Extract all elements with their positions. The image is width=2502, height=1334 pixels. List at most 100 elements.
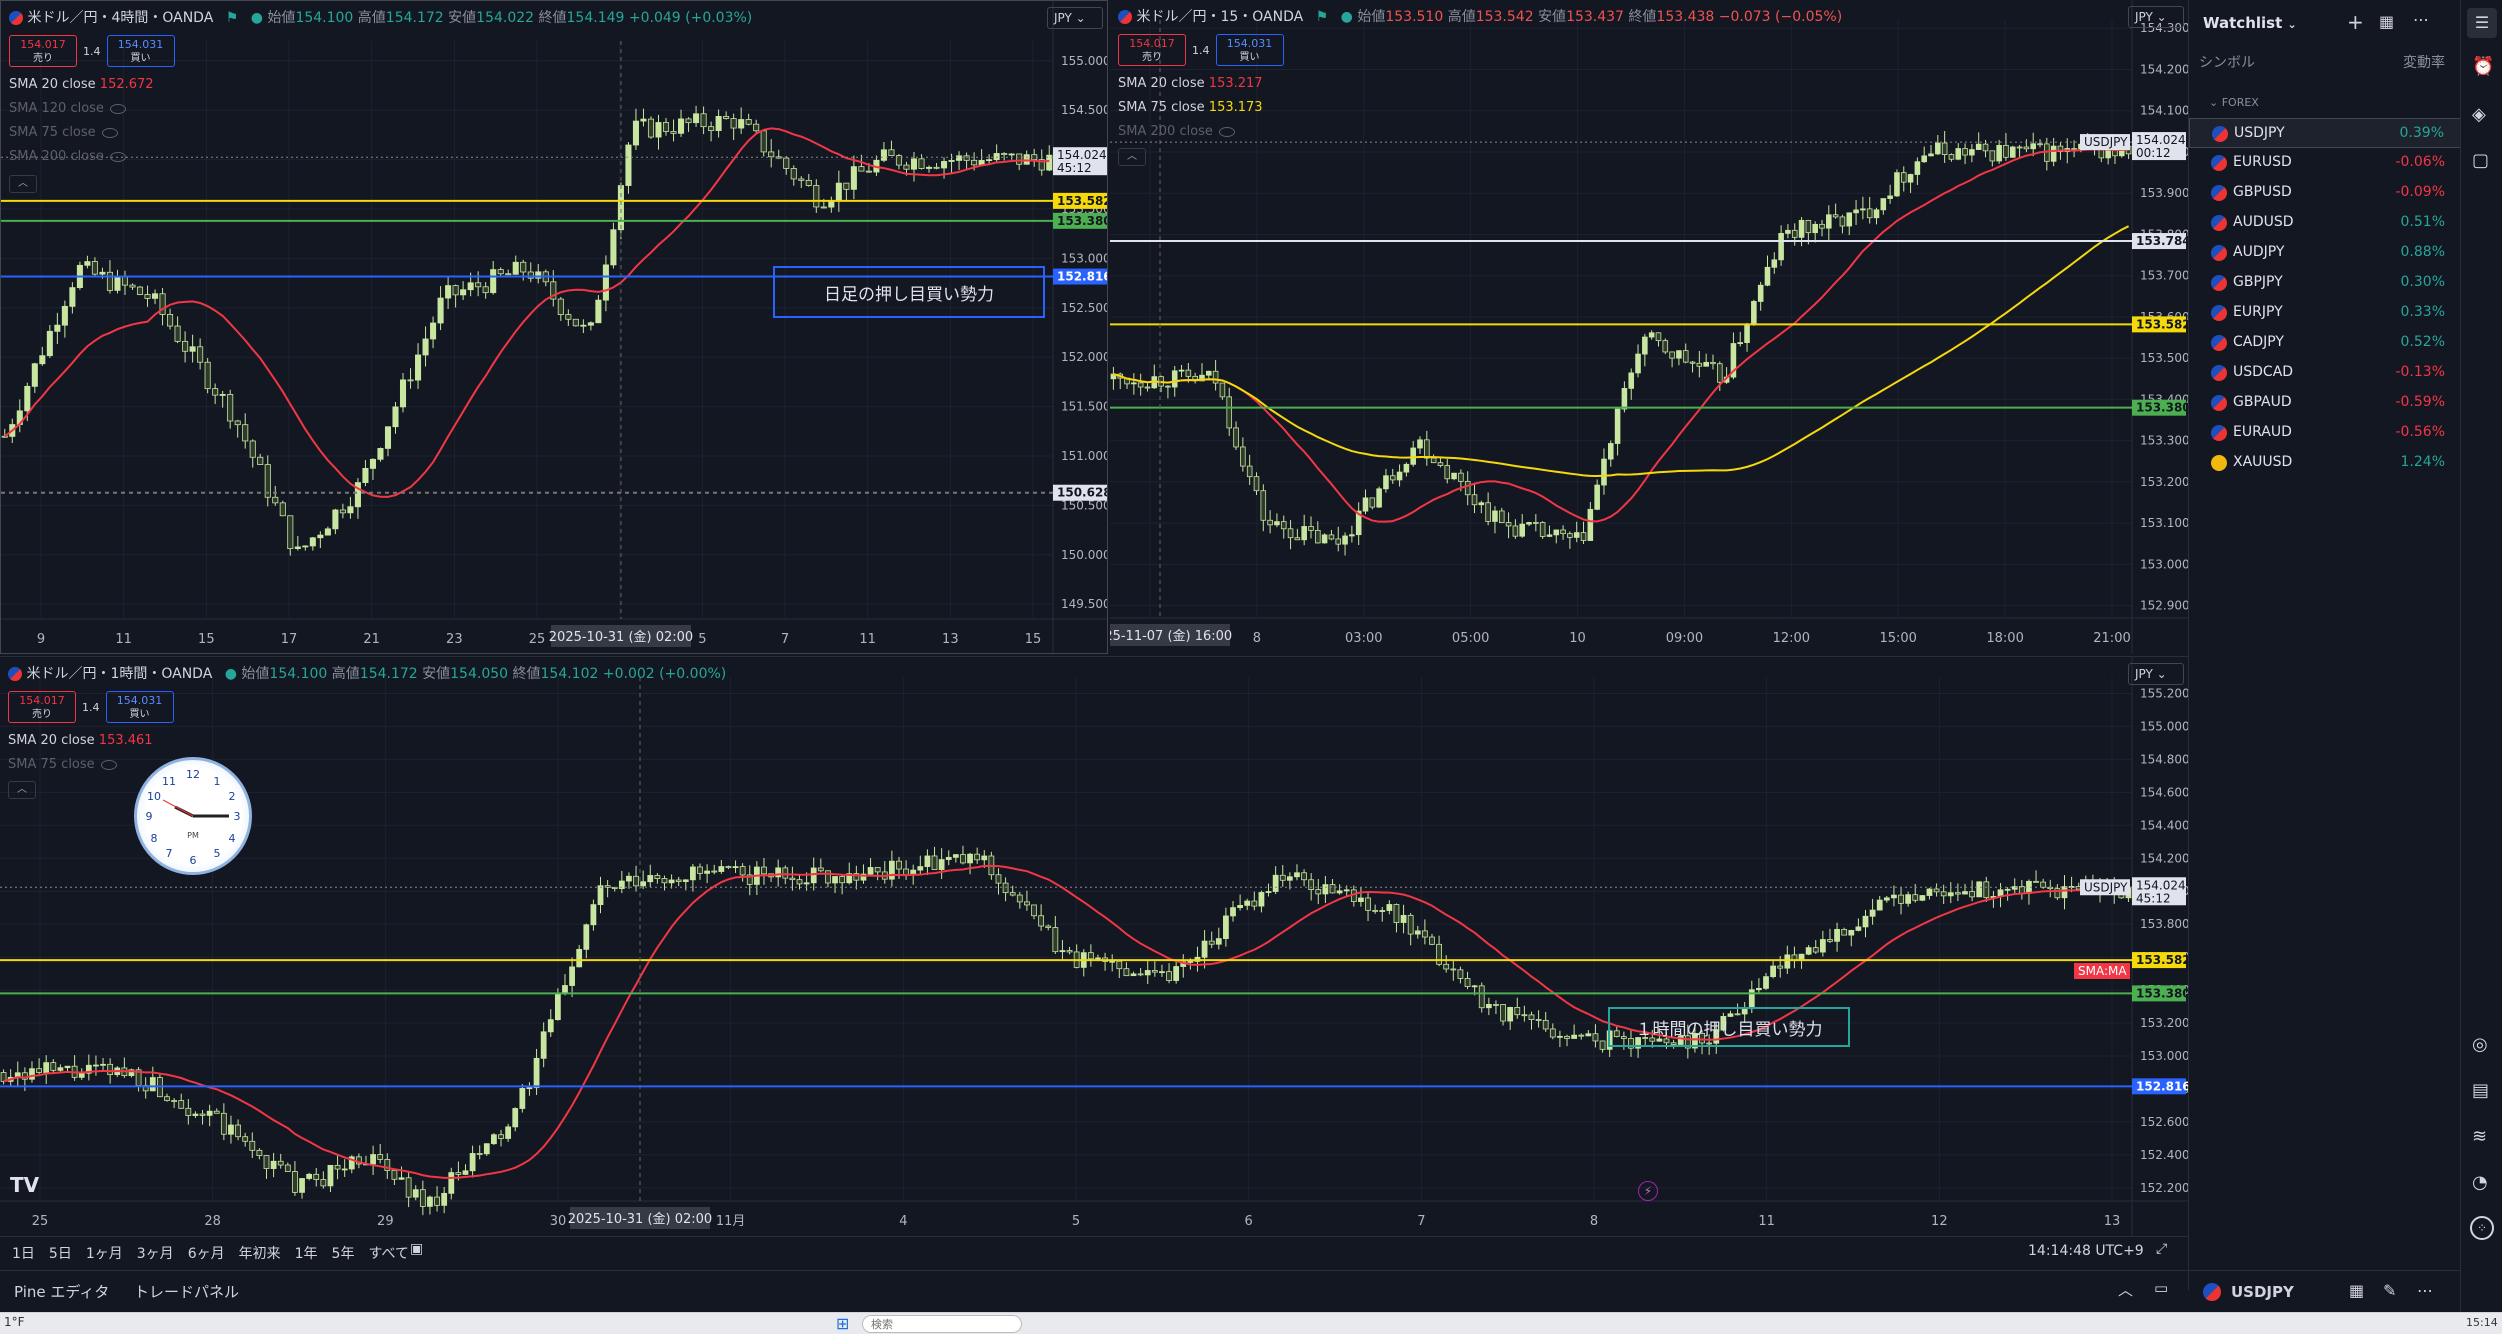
currency-select[interactable]: JPY ⌄ — [1047, 7, 1103, 29]
timeframe-6[interactable]: 1年 — [294, 1246, 318, 1262]
indicator-sma200[interactable]: SMA 200 close — [1118, 124, 1235, 139]
eye-icon[interactable] — [1218, 126, 1235, 137]
alarm-icon[interactable]: ⏰ — [2472, 56, 2495, 77]
target-icon[interactable]: ◎ — [2472, 1034, 2488, 1055]
timeframe-0[interactable]: 1日 — [12, 1246, 35, 1262]
watchlist-row-xauusd[interactable]: XAUUSD 1.24% — [2189, 448, 2461, 478]
collapse-legend-button[interactable]: ︿ — [9, 175, 37, 193]
indicator-sma75[interactable]: SMA 75 close 153.173 — [1118, 100, 1263, 115]
edit-icon[interactable]: ✎ — [2383, 1281, 2397, 1300]
chart-canvas-4h[interactable]: 155.000154.500154.000153.500153.000152.5… — [1, 1, 1108, 654]
tab-trade-panel[interactable]: トレードパネル — [134, 1283, 240, 1301]
indicator-sma20[interactable]: SMA 20 close 153.461 — [8, 733, 153, 748]
watchlist-row-eurjpy[interactable]: EURJPY 0.33% — [2189, 298, 2461, 328]
candle-body — [1212, 370, 1219, 384]
watchlist-icon[interactable]: ☰ — [2467, 8, 2497, 38]
watchlist-row-gbpjpy[interactable]: GBPJPY 0.30% — [2189, 268, 2461, 298]
sell-button[interactable]: 154.017 売り — [8, 691, 76, 723]
indicator-sma20[interactable]: SMA 20 close 153.217 — [1118, 76, 1263, 91]
symbol-title[interactable]: 米ドル／円・15・OANDA — [1136, 9, 1304, 25]
watchlist-row-eurusd[interactable]: EURUSD -0.06% — [2189, 148, 2461, 178]
maximize-icon[interactable]: ▭ — [2154, 1279, 2169, 1297]
fullscreen-icon[interactable]: ⤢ — [2156, 1241, 2168, 1257]
sell-button[interactable]: 154.017 売り — [9, 35, 77, 67]
candle-body — [1635, 1037, 1641, 1049]
more-icon[interactable]: ⋯ — [2417, 1281, 2433, 1300]
start-icon[interactable]: ⊞ — [836, 1314, 850, 1333]
timeframe-4[interactable]: 6ヶ月 — [187, 1246, 225, 1262]
indicator-sma20[interactable]: SMA 20 close 152.672 — [9, 77, 154, 92]
grid-icon[interactable]: ▦ — [2349, 1281, 2365, 1300]
bell-icon[interactable]: ◔ — [2472, 1172, 2488, 1193]
currency-select[interactable]: JPY ⌄ — [2128, 6, 2184, 28]
taskbar-time[interactable]: 15:14 — [2466, 1316, 2498, 1329]
symbol-title[interactable]: 米ドル／円・1時間・OANDA — [26, 666, 213, 682]
timeframe-5[interactable]: 年初来 — [238, 1246, 281, 1262]
watchlist-row-cadjpy[interactable]: CADJPY 0.52% — [2189, 328, 2461, 358]
taskbar-search-input[interactable] — [862, 1315, 1022, 1333]
candle-body — [1689, 361, 1696, 364]
chart-canvas-15m[interactable]: 154.300154.200154.100154.000153.900153.8… — [1110, 0, 2188, 654]
eye-icon[interactable] — [109, 103, 126, 114]
chevron-down-icon[interactable]: ⌄ — [2287, 18, 2297, 31]
chart-pane-1h[interactable]: 155.200 155.000 154.800 154.600 154.400 154.2… — [0, 656, 2188, 1236]
column-symbol[interactable]: シンボル — [2199, 55, 2255, 71]
indicator-sma200[interactable]: SMA 200 close — [9, 149, 126, 164]
weather-text[interactable]: 1°F — [4, 1315, 25, 1329]
candle-body — [1519, 523, 1525, 537]
eye-icon[interactable] — [109, 151, 126, 162]
watchlist-row-usdjpy[interactable]: USDJPY 0.39% — [2189, 118, 2461, 148]
calendar-icon[interactable]: ▤ — [2472, 1080, 2490, 1101]
watchlist-row-gbpaud[interactable]: GBPAUD -0.59% — [2189, 388, 2461, 418]
currency-select[interactable]: JPY ⌄ — [2128, 663, 2184, 685]
timeframe-7[interactable]: 5年 — [331, 1246, 355, 1262]
timeframe-3[interactable]: 3ヶ月 — [136, 1246, 174, 1262]
watchlist-group[interactable]: ⌄ FOREX — [2209, 96, 2259, 109]
chat-icon[interactable]: ▢ — [2472, 150, 2490, 171]
lightning-icon[interactable]: ⚡ — [1638, 1181, 1658, 1201]
watchlist-row-audjpy[interactable]: AUDJPY 0.88% — [2189, 238, 2461, 268]
indicator-sma75[interactable]: SMA 75 close — [8, 757, 117, 772]
rss-icon[interactable]: ≋ — [2472, 1126, 2488, 1147]
collapse-legend-button[interactable]: ︿ — [8, 781, 36, 799]
buy-button[interactable]: 154.031 買い — [106, 35, 175, 67]
watchlist-row-usdcad[interactable]: USDCAD -0.13% — [2189, 358, 2461, 388]
collapse-legend-button[interactable]: ︿ — [1118, 148, 1146, 166]
buy-button[interactable]: 154.031 買い — [105, 691, 174, 723]
x-tick-label: 5 — [698, 632, 706, 647]
timeframe-1[interactable]: 5日 — [48, 1246, 72, 1262]
utc-clock[interactable]: 14:14:48 UTC+9 — [2028, 1243, 2144, 1259]
sell-button[interactable]: 154.017 売り — [1118, 34, 1186, 66]
flag-icon[interactable]: ⚑ — [1315, 9, 1329, 25]
footer-symbol[interactable]: USDJPY — [2231, 1283, 2294, 1301]
layout-icon[interactable]: ▦ — [2379, 12, 2395, 31]
watchlist-row-audusd[interactable]: AUDUSD 0.51% — [2189, 208, 2461, 238]
column-change[interactable]: 変動率 — [2403, 55, 2445, 71]
calendar-icon[interactable]: ▣ — [410, 1241, 424, 1257]
apps-icon[interactable]: ⁘ — [2470, 1216, 2494, 1240]
symbol-title[interactable]: 米ドル／円・4時間・OANDA — [27, 10, 214, 26]
layers-icon[interactable]: ◈ — [2472, 104, 2486, 125]
eye-icon[interactable] — [100, 759, 117, 770]
watchlist-row-euraud[interactable]: EURAUD -0.56% — [2189, 418, 2461, 448]
buy-button[interactable]: 154.031 買い — [1215, 34, 1284, 66]
tab-pine-editor[interactable]: Pine エディタ — [14, 1283, 110, 1301]
indicator-sma75[interactable]: SMA 75 close — [9, 125, 118, 140]
indicator-sma120[interactable]: SMA 120 close — [9, 101, 126, 116]
watchlist-title[interactable]: Watchlist ⌄ — [2203, 14, 2297, 32]
chart-canvas-1h[interactable]: 155.200 155.000 154.800 154.600 154.400 154.2… — [0, 657, 2188, 1236]
eye-icon[interactable] — [101, 127, 118, 138]
more-icon[interactable]: ⋯ — [2413, 10, 2429, 29]
timeframe-8[interactable]: すべて — [368, 1246, 409, 1262]
chart-pane-4h[interactable]: 155.000154.500154.000153.500153.000152.5… — [0, 0, 1108, 654]
watchlist-row-gbpusd[interactable]: GBPUSD -0.09% — [2189, 178, 2461, 208]
chart-pane-15m[interactable]: 154.300154.200154.100154.000153.900153.8… — [1110, 0, 2188, 654]
tradingview-logo[interactable]: TV — [10, 1173, 40, 1197]
candle-body — [347, 506, 354, 514]
add-symbol-icon[interactable]: + — [2347, 10, 2364, 34]
annotation-note[interactable]: 日足の押し目買い勢力 — [773, 266, 1045, 318]
chevron-up-icon[interactable]: ︿ — [2118, 1281, 2134, 1299]
annotation-note[interactable]: １時間の押し目買い勢力 — [1608, 1007, 1850, 1047]
timeframe-2[interactable]: 1ヶ月 — [85, 1246, 123, 1262]
flag-icon[interactable]: ⚑ — [225, 10, 239, 26]
